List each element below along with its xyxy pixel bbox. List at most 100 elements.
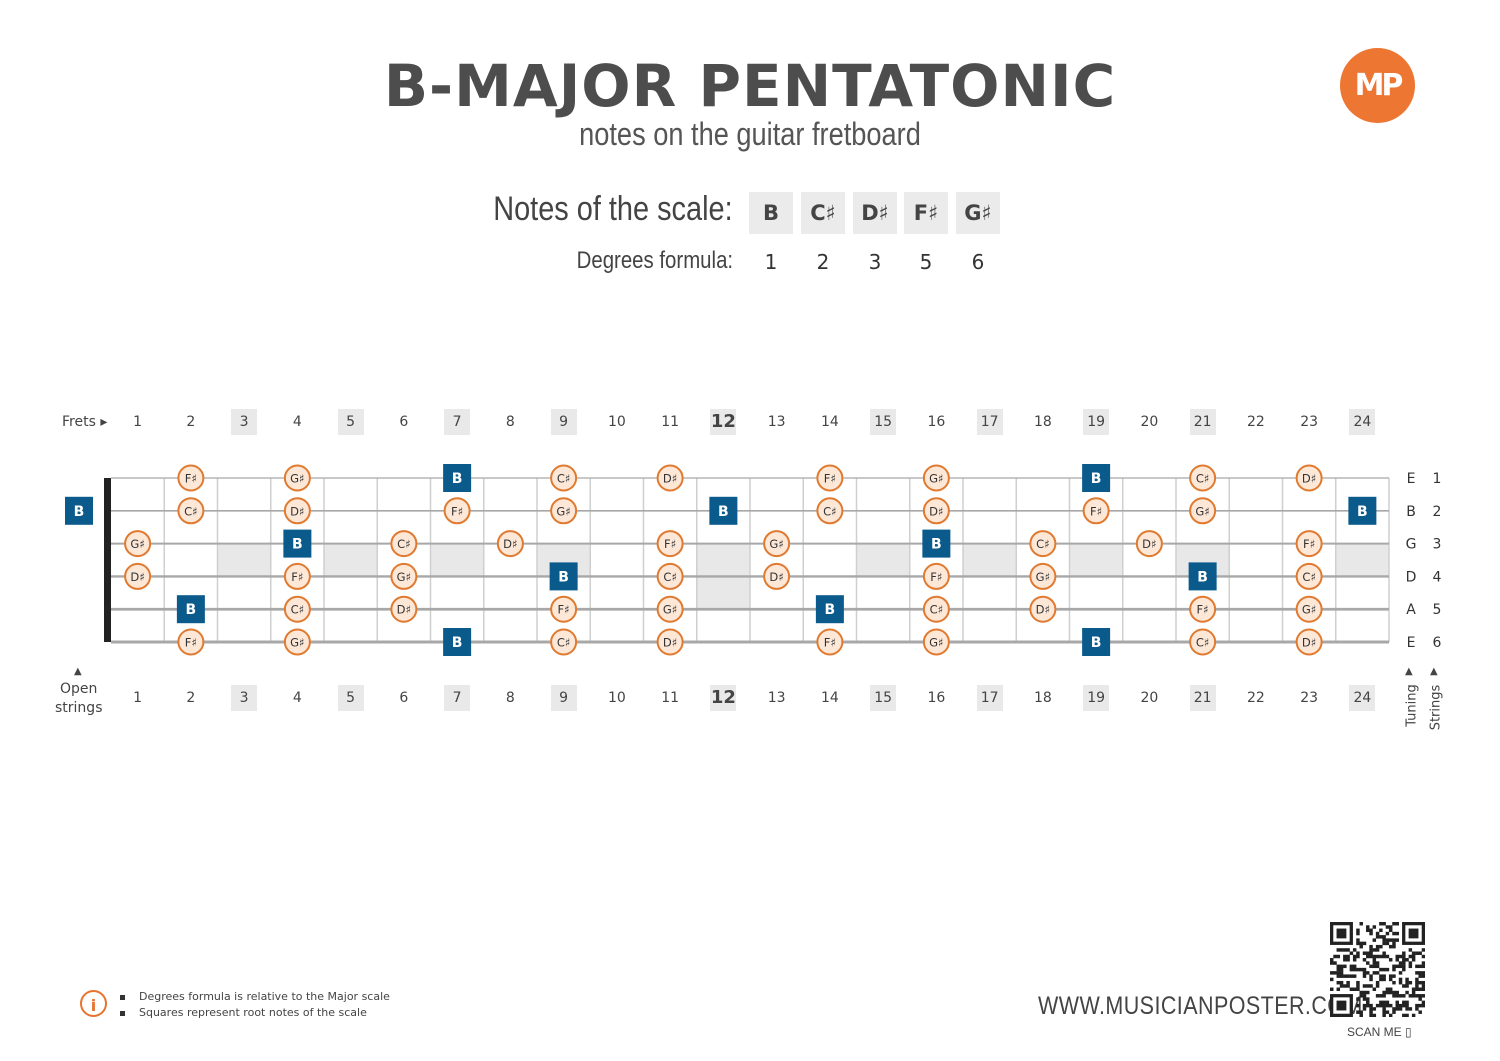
qr-module [1388, 990, 1393, 995]
qr-module [1362, 971, 1367, 975]
scale-note-label: D♯ [663, 472, 677, 486]
qr-module [1372, 938, 1377, 942]
root-note-label: B [74, 504, 85, 520]
qr-module [1330, 961, 1334, 965]
fret-number: 7 [444, 409, 471, 435]
qr-module [1415, 1007, 1419, 1011]
scale-note-circle [177, 464, 205, 492]
qr-module [1362, 990, 1367, 995]
qr-module [1336, 964, 1341, 969]
scale-note-label: D♯ [1302, 636, 1316, 650]
qr-module [1362, 984, 1367, 988]
strings-arrow-icon: ▲ [1430, 666, 1438, 677]
qr-module [1418, 997, 1422, 1001]
scale-note-label: D♯ [130, 570, 144, 584]
scale-note-label: C♯ [291, 603, 305, 617]
scale-note-label: F♯ [291, 570, 303, 584]
scale-note-label: C♯ [1036, 537, 1050, 551]
scale-note-label: G♯ [290, 472, 304, 486]
qr-module [1395, 1003, 1399, 1008]
qr-module [1366, 1003, 1370, 1008]
fret-number: 24 [1349, 409, 1376, 435]
musicianposter-logo[interactable]: MP [1340, 48, 1415, 123]
qr-module [1398, 994, 1403, 998]
scale-note-circle [656, 464, 684, 492]
qr-module [1392, 1010, 1396, 1014]
qr-module [1372, 961, 1377, 965]
root-note-square [283, 529, 312, 558]
qr-module [1359, 1010, 1363, 1014]
website-link[interactable]: WWW.MUSICIANPOSTER.COM [1038, 992, 1363, 1020]
qr-code[interactable] [1330, 922, 1425, 1017]
fret-number: 13 [767, 414, 786, 430]
fret-number: 9 [550, 685, 577, 711]
scale-note-circle [283, 464, 311, 492]
qr-module [1372, 971, 1377, 975]
qr-module [1352, 967, 1357, 972]
scale-note: G♯ [956, 192, 1000, 234]
frets-label: Frets ▸ [62, 414, 108, 430]
qr-module [1339, 980, 1344, 985]
qr-module [1382, 977, 1386, 982]
qr-module [1352, 954, 1357, 959]
qr-module [1375, 971, 1380, 975]
qr-module [1395, 994, 1399, 998]
root-note-square [1348, 496, 1377, 525]
qr-module [1385, 938, 1390, 942]
qr-module [1415, 980, 1419, 985]
root-note-label: B [1091, 471, 1102, 487]
fret-number: 3 [231, 685, 258, 711]
tuning-note: B [1406, 504, 1416, 520]
qr-module [1421, 971, 1425, 975]
qr-module [1362, 974, 1367, 978]
fret-number: 5 [337, 409, 364, 435]
qr-module [1369, 1003, 1373, 1008]
qr-module [1352, 964, 1357, 969]
scale-note-circle [1295, 530, 1323, 558]
qr-module [1398, 954, 1403, 959]
scale-note-circle [496, 530, 524, 558]
qr-module [1379, 974, 1383, 978]
qr-module [1411, 951, 1416, 955]
qr-module [1366, 971, 1370, 975]
scale-note-label: F♯ [558, 603, 570, 617]
qr-module [1382, 941, 1386, 946]
qr-module [1421, 987, 1425, 991]
scale-note-circle [1189, 595, 1217, 623]
scale-note-circle [124, 530, 152, 558]
qr-module [1402, 1013, 1406, 1017]
qr-module [1379, 928, 1383, 933]
qr-module [1339, 964, 1344, 969]
qr-finder-core [1336, 928, 1347, 939]
qr-module [1382, 1007, 1386, 1011]
qr-module [1421, 964, 1425, 969]
scale-note-circle [443, 497, 471, 525]
qr-module [1411, 954, 1416, 959]
qr-module [1366, 954, 1370, 959]
qr-module [1356, 951, 1360, 955]
qr-module [1421, 994, 1425, 998]
scale-note-label: G♯ [130, 537, 144, 551]
qr-module [1356, 997, 1360, 1001]
qr-module [1418, 951, 1422, 955]
qr-module [1349, 987, 1354, 991]
qr-module [1421, 984, 1425, 988]
qr-module [1382, 994, 1386, 998]
qr-module [1379, 994, 1383, 998]
qr-module [1359, 994, 1363, 998]
scale-note-circle [1189, 464, 1217, 492]
root-note-square [443, 464, 472, 492]
tuning-arrow-icon: ▲ [1405, 666, 1413, 677]
scale-note-circle [177, 628, 205, 656]
qr-module [1411, 1013, 1416, 1017]
scale-note-label: G♯ [663, 603, 677, 617]
qr-module [1346, 984, 1350, 988]
qr-module [1366, 951, 1370, 955]
scale-note-circle [922, 595, 950, 623]
qr-module [1405, 984, 1409, 988]
qr-module [1398, 980, 1403, 985]
qr-module [1369, 1013, 1373, 1017]
qr-module [1336, 987, 1341, 991]
root-note-label: B [292, 537, 303, 553]
scale-note-label: F♯ [824, 636, 836, 650]
